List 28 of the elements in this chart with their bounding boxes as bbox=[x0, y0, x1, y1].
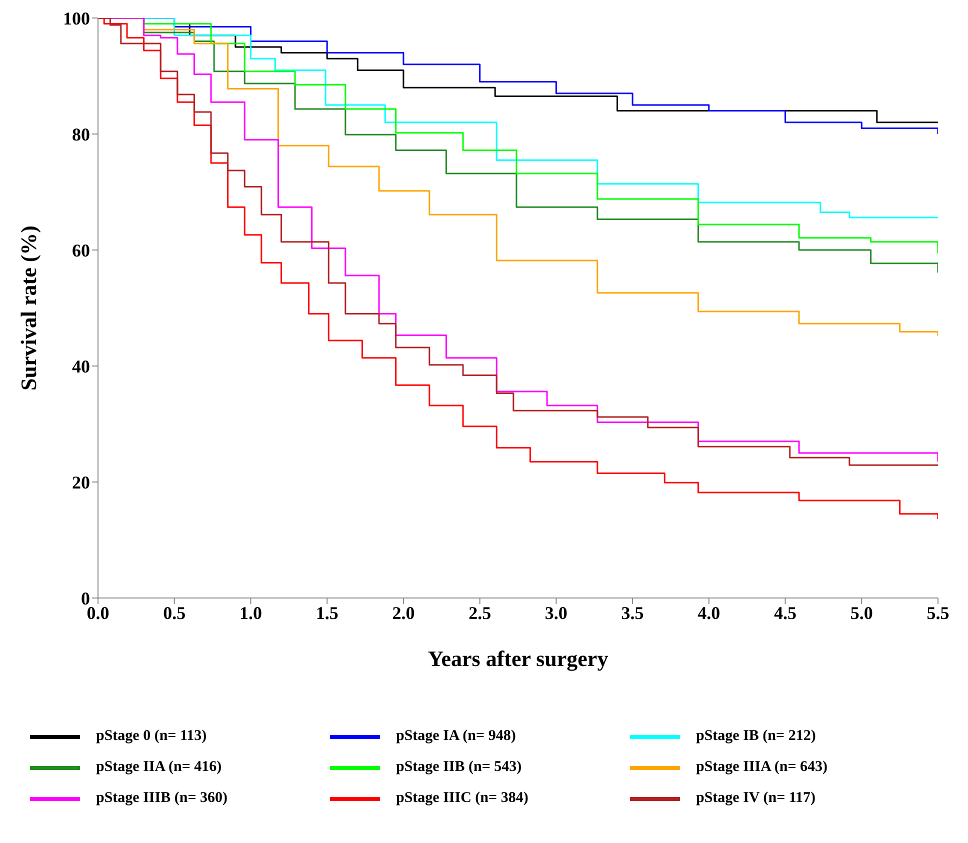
legend-label: pStage IIA (n= 416) bbox=[96, 759, 222, 776]
x-tick-label: 2.0 bbox=[392, 602, 415, 623]
x-tick-label: 4.5 bbox=[774, 602, 797, 623]
x-tick-label: 3.0 bbox=[544, 602, 568, 623]
x-tick-label: 5.5 bbox=[926, 602, 950, 623]
legend-label: pStage IIIB (n= 360) bbox=[96, 790, 228, 807]
y-tick-label: 0 bbox=[81, 588, 90, 608]
legend-label: pStage IV (n= 117) bbox=[696, 790, 816, 807]
x-tick-label: 1.0 bbox=[239, 602, 262, 623]
legend-label: pStage IIIC (n= 384) bbox=[396, 790, 528, 807]
y-tick-label: 40 bbox=[72, 356, 90, 376]
x-axis-title: Years after surgery bbox=[428, 646, 608, 671]
y-tick-label: 100 bbox=[63, 8, 90, 28]
x-tick-label: 2.5 bbox=[468, 602, 492, 623]
x-tick-label: 3.5 bbox=[621, 602, 644, 623]
x-tick-label: 4.0 bbox=[698, 602, 720, 623]
y-axis-title: Survival rate (%) bbox=[16, 226, 41, 390]
y-tick-label: 20 bbox=[72, 472, 90, 492]
legend-label: pStage IIIA (n= 643) bbox=[696, 759, 828, 776]
x-tick-label: 1.5 bbox=[316, 602, 338, 623]
x-tick-label: 0.5 bbox=[163, 602, 186, 623]
x-tick-label: 5.0 bbox=[850, 602, 873, 623]
y-tick-label: 60 bbox=[72, 240, 90, 260]
legend-label: pStage IA (n= 948) bbox=[396, 728, 516, 745]
y-tick-label: 80 bbox=[72, 124, 90, 144]
legend-label: pStage 0 (n= 113) bbox=[96, 728, 207, 745]
legend-label: pStage IIB (n= 543) bbox=[396, 759, 522, 776]
legend-label: pStage IB (n= 212) bbox=[696, 728, 816, 745]
